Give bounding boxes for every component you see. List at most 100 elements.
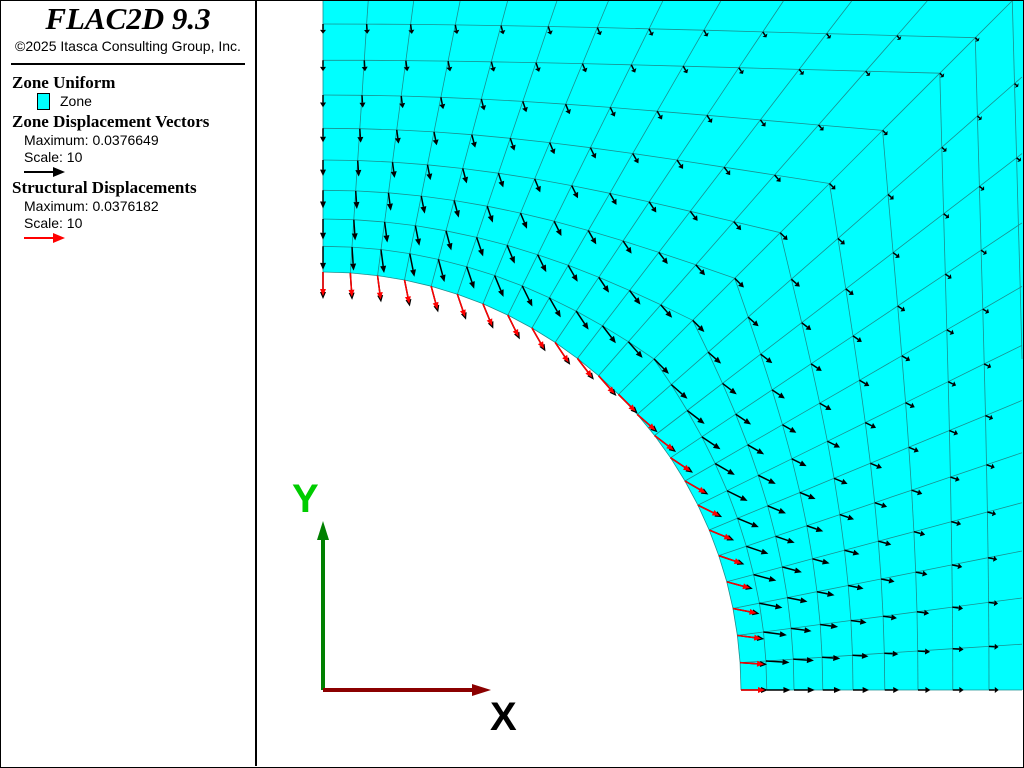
zone-displacement-vector xyxy=(828,182,836,190)
mesh-ring-line xyxy=(405,60,449,62)
mesh-ring-line xyxy=(355,190,389,194)
mesh-radial-line xyxy=(388,162,393,193)
zone-displacement-vector xyxy=(812,558,830,565)
structural-displacement-vector xyxy=(654,434,674,451)
mesh-ring-line xyxy=(482,303,509,316)
mesh-ring-line xyxy=(554,220,589,231)
mesh-radial-line xyxy=(882,72,941,131)
mesh-ring-line xyxy=(510,137,550,143)
zone-displacement-vector xyxy=(490,61,496,72)
mesh-radial-line xyxy=(630,28,650,65)
zone-displacement-vector xyxy=(692,319,705,332)
mesh-radial-line xyxy=(874,489,912,504)
zone-displacement-vector xyxy=(949,429,959,436)
mesh-ring-line xyxy=(649,201,691,212)
mesh-radial-line xyxy=(531,297,550,329)
mesh-ring-line xyxy=(571,185,610,194)
mesh-ring-line xyxy=(951,564,953,608)
mesh-radial-line xyxy=(400,60,407,97)
zone-displacement-vector xyxy=(987,555,998,562)
mesh-ring-line xyxy=(915,572,918,612)
mesh-ring-line xyxy=(351,246,382,250)
mesh-radial-line xyxy=(609,64,632,108)
structural-displacement-vector xyxy=(636,413,656,431)
mesh-radial-line xyxy=(949,415,986,431)
mesh-ring-line xyxy=(670,457,686,482)
zone-displacement-vector xyxy=(884,687,899,693)
zone-displacement-maximum: Maximum: 0.0376649 xyxy=(24,132,159,148)
mesh-radial-line xyxy=(453,168,464,201)
mesh-ring-line xyxy=(735,414,749,445)
mesh-ring-line xyxy=(726,581,734,609)
mesh-ring-line xyxy=(392,161,428,166)
zone-displacement-vector xyxy=(865,70,871,76)
mesh-ring-line xyxy=(980,250,984,310)
structural-displacement-vector xyxy=(670,457,691,472)
zone-displacement-vector xyxy=(519,212,528,229)
mesh-radial-line xyxy=(737,505,768,519)
mesh-ring-line xyxy=(799,492,808,526)
zone-displacement-vector xyxy=(833,477,848,485)
mesh-ring-line xyxy=(421,195,455,201)
mesh-ring-line xyxy=(775,536,783,568)
mesh-ring-line xyxy=(350,272,378,276)
mesh-radial-line xyxy=(829,130,883,184)
zone-displacement-vector xyxy=(437,259,446,282)
zone-displacement-vector xyxy=(701,436,721,450)
mesh-ring-line xyxy=(692,320,709,353)
mesh-ring-line xyxy=(950,476,952,522)
mesh-ring-line xyxy=(657,110,708,116)
mesh-radial-line xyxy=(509,101,524,139)
zone-displacement-vector xyxy=(596,27,603,36)
zone-displacement-vector xyxy=(883,614,897,621)
copyright: ©2025 Itasca Consulting Group, Inc. xyxy=(15,38,241,54)
zone-displacement-vector xyxy=(320,95,326,108)
mesh-radial-line xyxy=(837,194,889,239)
mesh-ring-line xyxy=(839,514,845,551)
mesh-ring-line xyxy=(983,363,986,416)
mesh-radial-line xyxy=(1016,153,1023,159)
mesh-ring-line xyxy=(396,129,435,133)
mesh-ring-line xyxy=(870,463,876,503)
mesh-radial-line xyxy=(732,602,760,609)
mesh-ring-line xyxy=(549,297,577,312)
zone-displacement-vector xyxy=(976,115,982,121)
zone-displacement-vector xyxy=(682,65,689,74)
legend-panel: FLAC2D 9.3 ©2025 Itasca Consulting Group… xyxy=(1,1,257,766)
mesh-ring-line xyxy=(1019,287,1023,346)
mesh-radial-line xyxy=(883,611,918,617)
mesh-radial-line xyxy=(622,201,650,242)
mesh-ring-line xyxy=(322,218,354,221)
mesh-radial-line xyxy=(1018,222,1023,226)
mesh-ring-line xyxy=(714,463,728,491)
mesh-radial-line xyxy=(404,253,411,281)
zone-displacement-vector xyxy=(944,273,952,280)
mesh-ring-line xyxy=(833,478,841,515)
mesh-radial-line xyxy=(980,224,1019,251)
zone-displacement-vector xyxy=(537,254,547,273)
mesh-radial-line xyxy=(707,316,749,353)
mesh-ring-line xyxy=(476,237,508,246)
structural-displacement-vector xyxy=(697,504,720,516)
mesh-ring-line xyxy=(653,358,672,385)
zone-displacement-vector xyxy=(733,221,742,231)
zone-displacement-vector xyxy=(653,358,669,374)
zone-displacement-vector xyxy=(660,304,673,318)
zone-displacement-vector xyxy=(648,201,657,213)
mesh-ring-line xyxy=(819,403,828,442)
zone-displacement-vector xyxy=(575,310,589,330)
zone-displacement-vector xyxy=(801,322,812,331)
zone-displacement-vector xyxy=(799,491,816,500)
mesh-ring-line xyxy=(684,480,699,506)
mesh-ring-line xyxy=(632,153,678,161)
mesh-radial-line xyxy=(628,304,662,342)
mesh-ring-line xyxy=(801,322,812,364)
mesh-radial-line xyxy=(946,308,983,331)
mesh-radial-line xyxy=(780,183,830,233)
structural-displacement-vector xyxy=(403,279,411,304)
mesh-radial-line xyxy=(818,70,867,126)
mesh-radial-line xyxy=(950,464,987,478)
mesh-ring-line xyxy=(322,159,358,161)
mesh-ring-line xyxy=(494,275,523,287)
